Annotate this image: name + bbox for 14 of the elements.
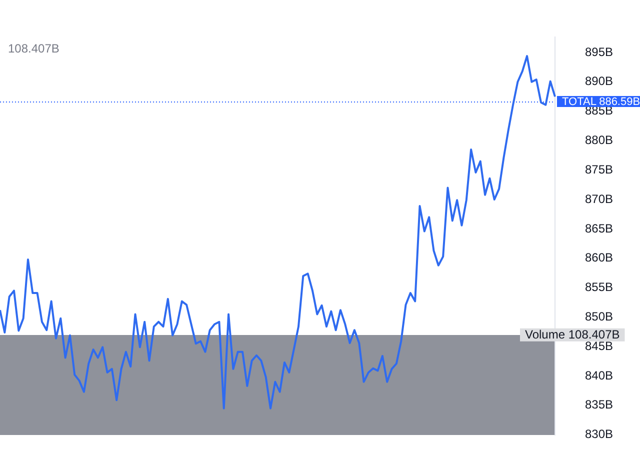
y-tick-label: 875B: [585, 162, 614, 176]
ref-line-label: TOTAL 886.59B: [562, 96, 640, 108]
y-tick-label: 895B: [585, 44, 614, 59]
y-tick-label: 860B: [585, 250, 614, 265]
y-tick-label: 880B: [585, 133, 614, 148]
y-tick-label: 835B: [585, 398, 614, 412]
y-tick-label: 890B: [585, 74, 614, 88]
annotation: 108.407B: [8, 42, 60, 56]
y-tick-label: 855B: [585, 280, 614, 294]
y-tick-label: 850B: [585, 309, 614, 324]
y-tick-label: 840B: [585, 368, 614, 382]
y-tick-label: 830B: [585, 427, 614, 442]
y-tick-label: 865B: [585, 221, 614, 236]
y-tick-label: 870B: [585, 192, 614, 206]
